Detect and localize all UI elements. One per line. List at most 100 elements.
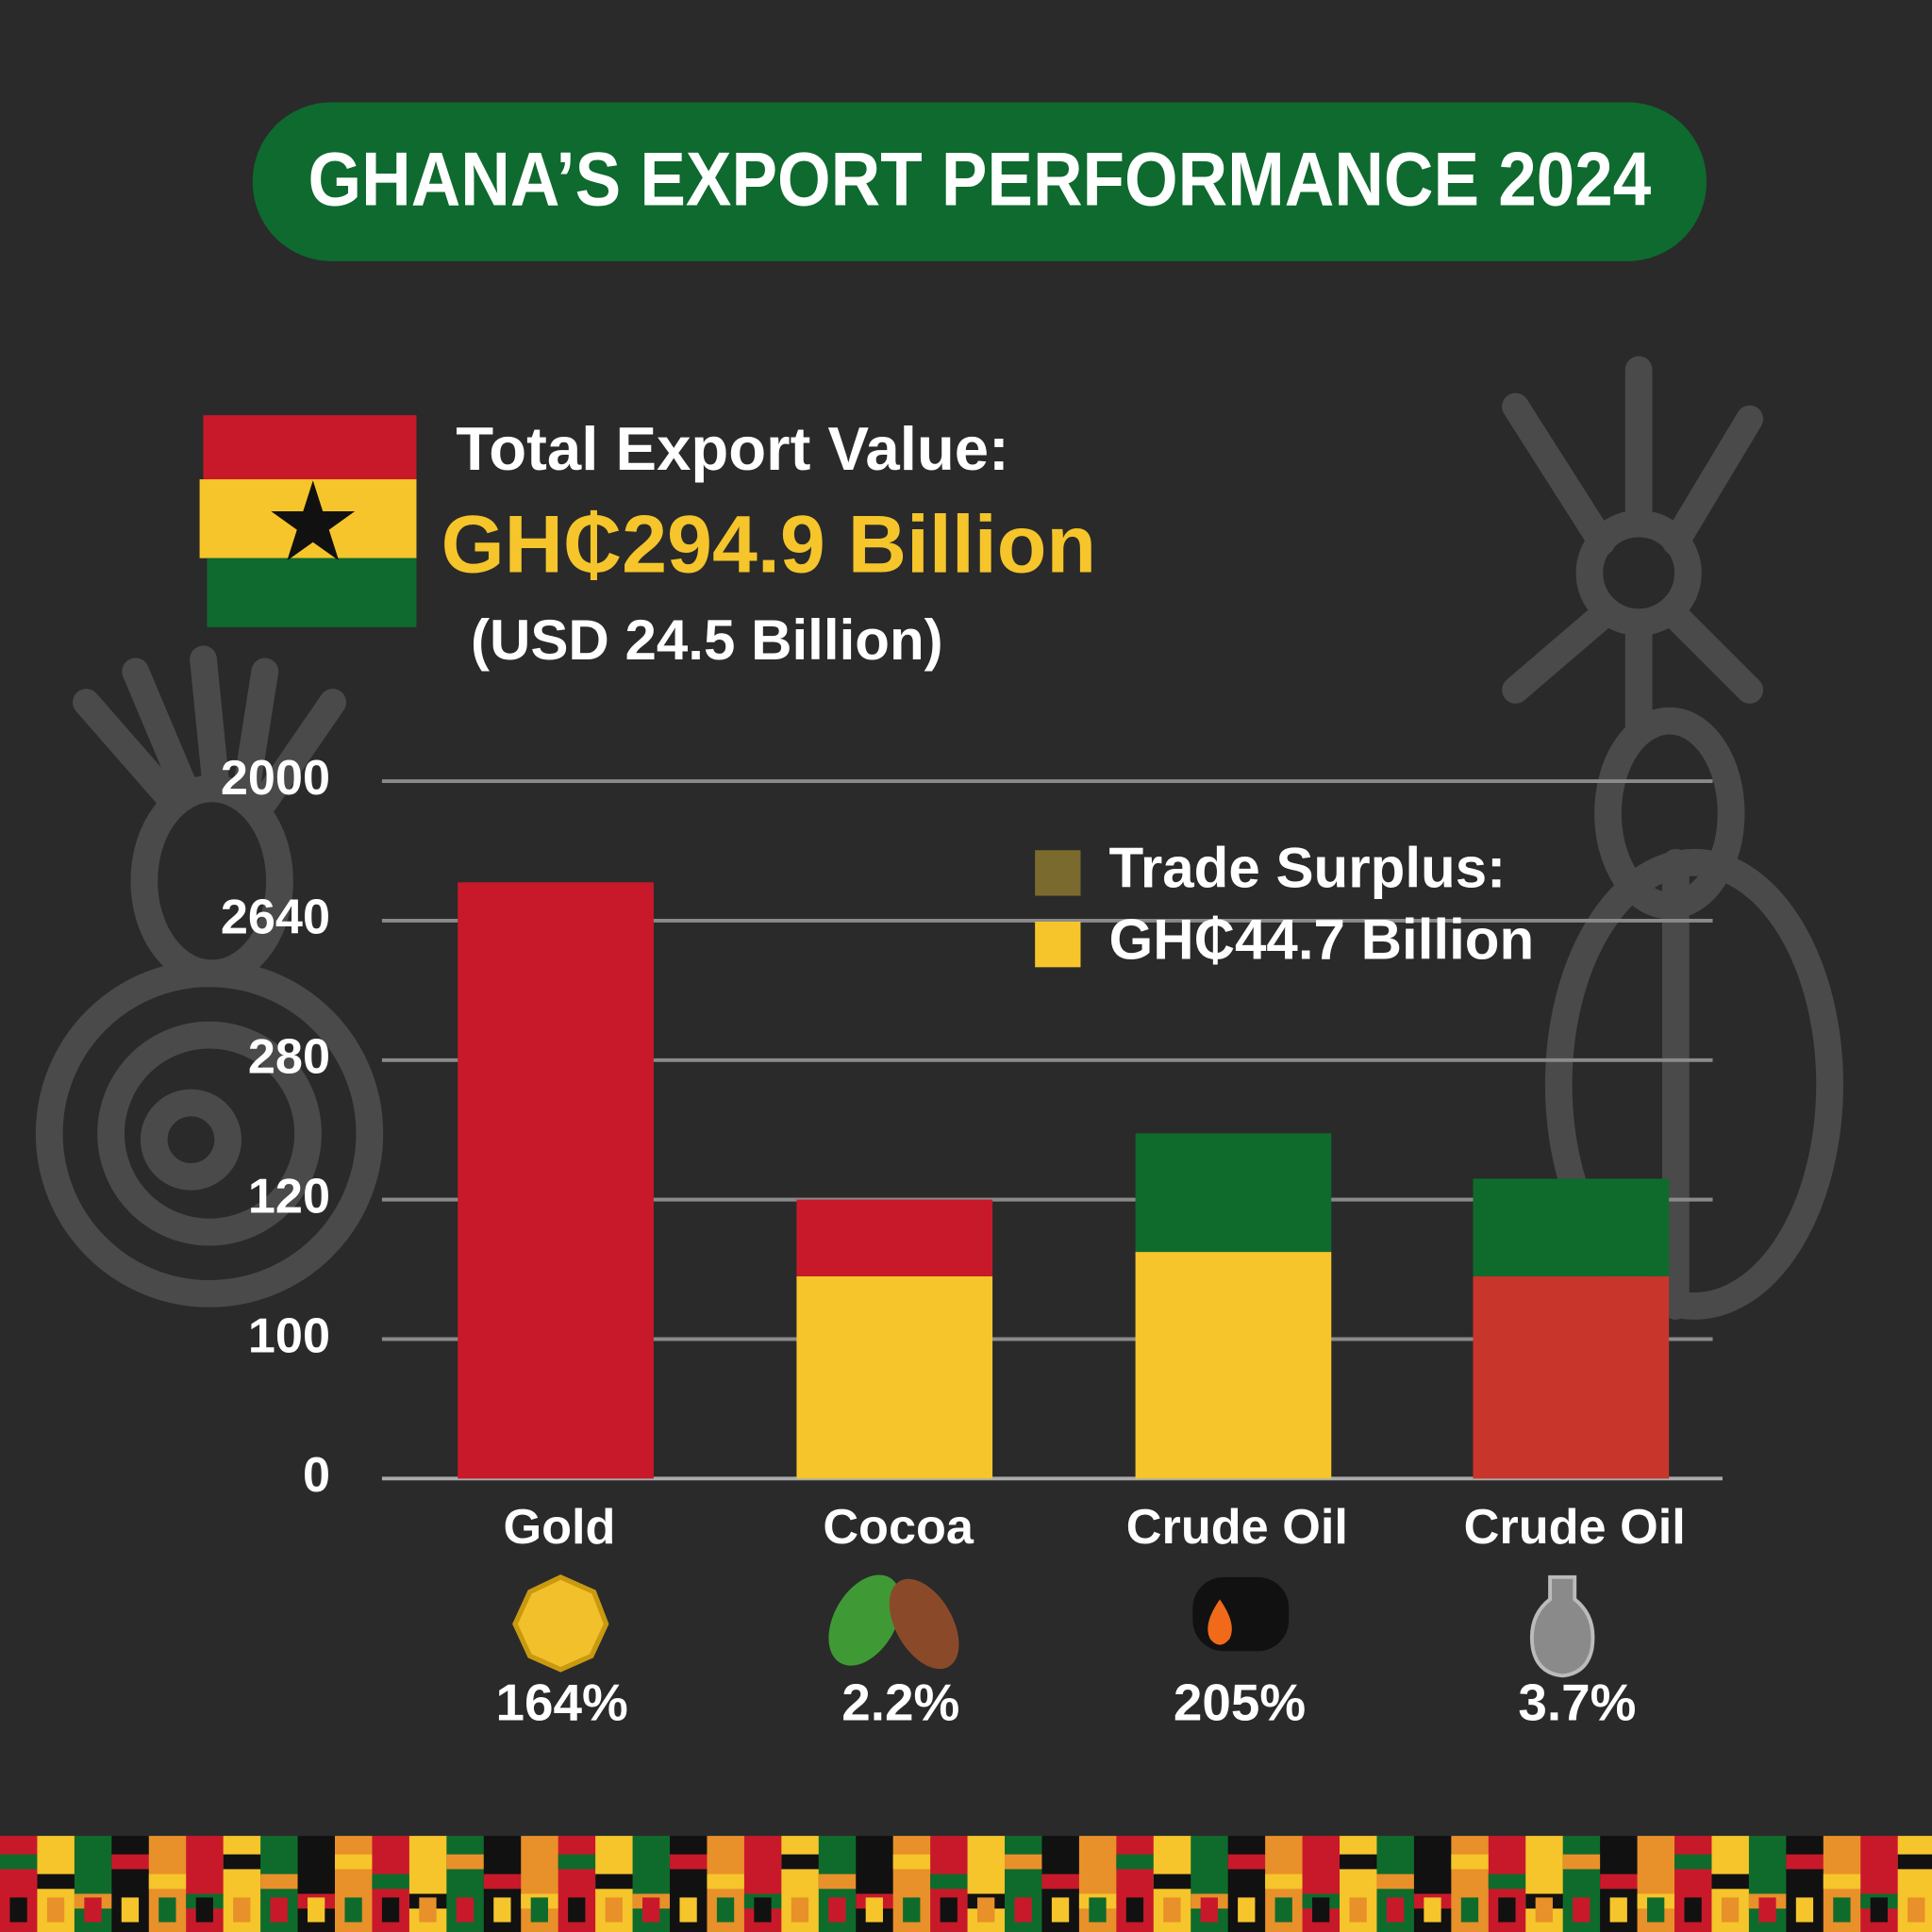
kente-border <box>111 1854 150 1870</box>
kente-border <box>1312 1897 1330 1923</box>
cocoa-icon <box>889 1578 959 1670</box>
kente-border <box>335 1854 374 1870</box>
kente-border <box>195 1897 213 1923</box>
kente-border <box>1535 1897 1553 1923</box>
kente-border <box>1786 1854 1824 1870</box>
kente-border <box>558 1854 597 1870</box>
kente-border <box>670 1854 708 1870</box>
kente-border <box>1460 1897 1479 1923</box>
kente-border <box>754 1897 772 1923</box>
bar-segment <box>1135 1252 1332 1479</box>
chart-title: GHANA’S EXPORT PERFORMANCE 2024 <box>308 137 1652 222</box>
y-tick-label: 0 <box>303 1448 330 1503</box>
kente-border <box>1014 1897 1032 1923</box>
kente-border <box>940 1897 958 1923</box>
kente-border <box>344 1897 362 1923</box>
kente-border <box>233 1897 251 1923</box>
bar-segment <box>1473 1178 1670 1276</box>
kente-border <box>381 1897 400 1923</box>
kente-border <box>1647 1897 1665 1923</box>
bar-segment <box>796 1199 993 1276</box>
kente-border <box>1897 1854 1932 1870</box>
kente-border <box>1125 1897 1144 1923</box>
kente-border <box>1498 1897 1516 1923</box>
kente-border <box>419 1897 437 1923</box>
kente-border <box>1238 1897 1256 1923</box>
kente-border <box>1051 1897 1070 1923</box>
kente-border <box>260 1874 299 1890</box>
kente-border <box>977 1897 995 1923</box>
kente-border <box>1833 1897 1851 1923</box>
kente-border <box>1386 1897 1405 1923</box>
kente-border <box>605 1897 623 1923</box>
kente-border <box>0 1854 39 1870</box>
kente-border <box>1005 1854 1043 1870</box>
kente-border <box>1153 1874 1192 1890</box>
kente-border <box>707 1874 745 1890</box>
kente-border <box>446 1854 485 1870</box>
x-tick-label: Crude Oil <box>1126 1500 1348 1555</box>
bar-segment <box>1135 1133 1332 1253</box>
kente-border <box>595 1874 634 1890</box>
kente-border <box>1600 1874 1639 1890</box>
oil-icon <box>1192 1576 1290 1652</box>
kente-border <box>1711 1874 1750 1890</box>
kente-border <box>1227 1854 1267 1870</box>
kente-border <box>818 1874 858 1890</box>
kente-border <box>1795 1897 1814 1923</box>
kente-border <box>158 1897 176 1923</box>
legend-swatch <box>1035 850 1081 896</box>
decoration <box>35 356 1843 1320</box>
kente-border <box>223 1854 262 1870</box>
kente-border <box>1674 1854 1713 1870</box>
kente-border <box>1451 1854 1490 1870</box>
kente-border <box>1116 1854 1155 1870</box>
headline-usd: (USD 24.5 Billion) <box>471 608 943 672</box>
kente-border <box>781 1854 820 1870</box>
plot: 0 100 120 280 2640 2000 Gold 164% Cocoa 2.2% Crude… <box>0 751 1932 1932</box>
kente-border <box>1562 1854 1602 1870</box>
kente-border <box>493 1897 511 1923</box>
legend-label: Trade Surplus: <box>1109 837 1507 900</box>
bar-segment <box>796 1275 993 1479</box>
kente-border <box>1200 1897 1218 1923</box>
y-tick-label: 100 <box>248 1308 330 1363</box>
headline-value: GH₵294.9 Billion <box>441 500 1096 591</box>
x-tick-label: Crude Oil <box>1464 1500 1686 1555</box>
flag <box>199 415 417 627</box>
kente-border <box>1340 1854 1378 1870</box>
kente-border <box>716 1897 735 1923</box>
kente-border <box>865 1897 883 1923</box>
kente-border <box>1684 1897 1702 1923</box>
kente-border <box>121 1897 140 1923</box>
percent-label: 205% <box>1174 1673 1306 1731</box>
kente-border <box>148 1874 188 1890</box>
kente-border <box>1488 1874 1527 1890</box>
x-tick-label: Gold <box>503 1500 615 1555</box>
y-tick-label: 2000 <box>221 751 330 806</box>
kente-border <box>1376 1874 1415 1890</box>
bar-segment <box>1473 1275 1670 1479</box>
bottle-icon <box>1530 1574 1595 1678</box>
kente-border <box>1573 1897 1591 1923</box>
kente-border <box>1870 1897 1888 1923</box>
kente-border <box>1758 1897 1776 1923</box>
y-tick-label: 280 <box>248 1030 330 1085</box>
kente-border <box>791 1897 809 1923</box>
kente-border <box>1089 1897 1107 1923</box>
headline-label: Total Export Value: <box>456 414 1009 483</box>
cocoa-icon <box>828 1574 902 1666</box>
kente-border <box>828 1897 846 1923</box>
y-tick-label: 2640 <box>221 891 330 945</box>
bar-segment <box>458 882 654 1479</box>
percent-label: 2.2% <box>841 1673 959 1731</box>
x-tick-label: Cocoa <box>823 1500 974 1555</box>
oil-drop-icon <box>1208 1599 1232 1645</box>
kente-border <box>46 1897 65 1923</box>
kente-border <box>1265 1874 1304 1890</box>
kente-border <box>568 1897 586 1923</box>
percent-label: 3.7% <box>1518 1673 1636 1731</box>
kente-border <box>1163 1897 1181 1923</box>
